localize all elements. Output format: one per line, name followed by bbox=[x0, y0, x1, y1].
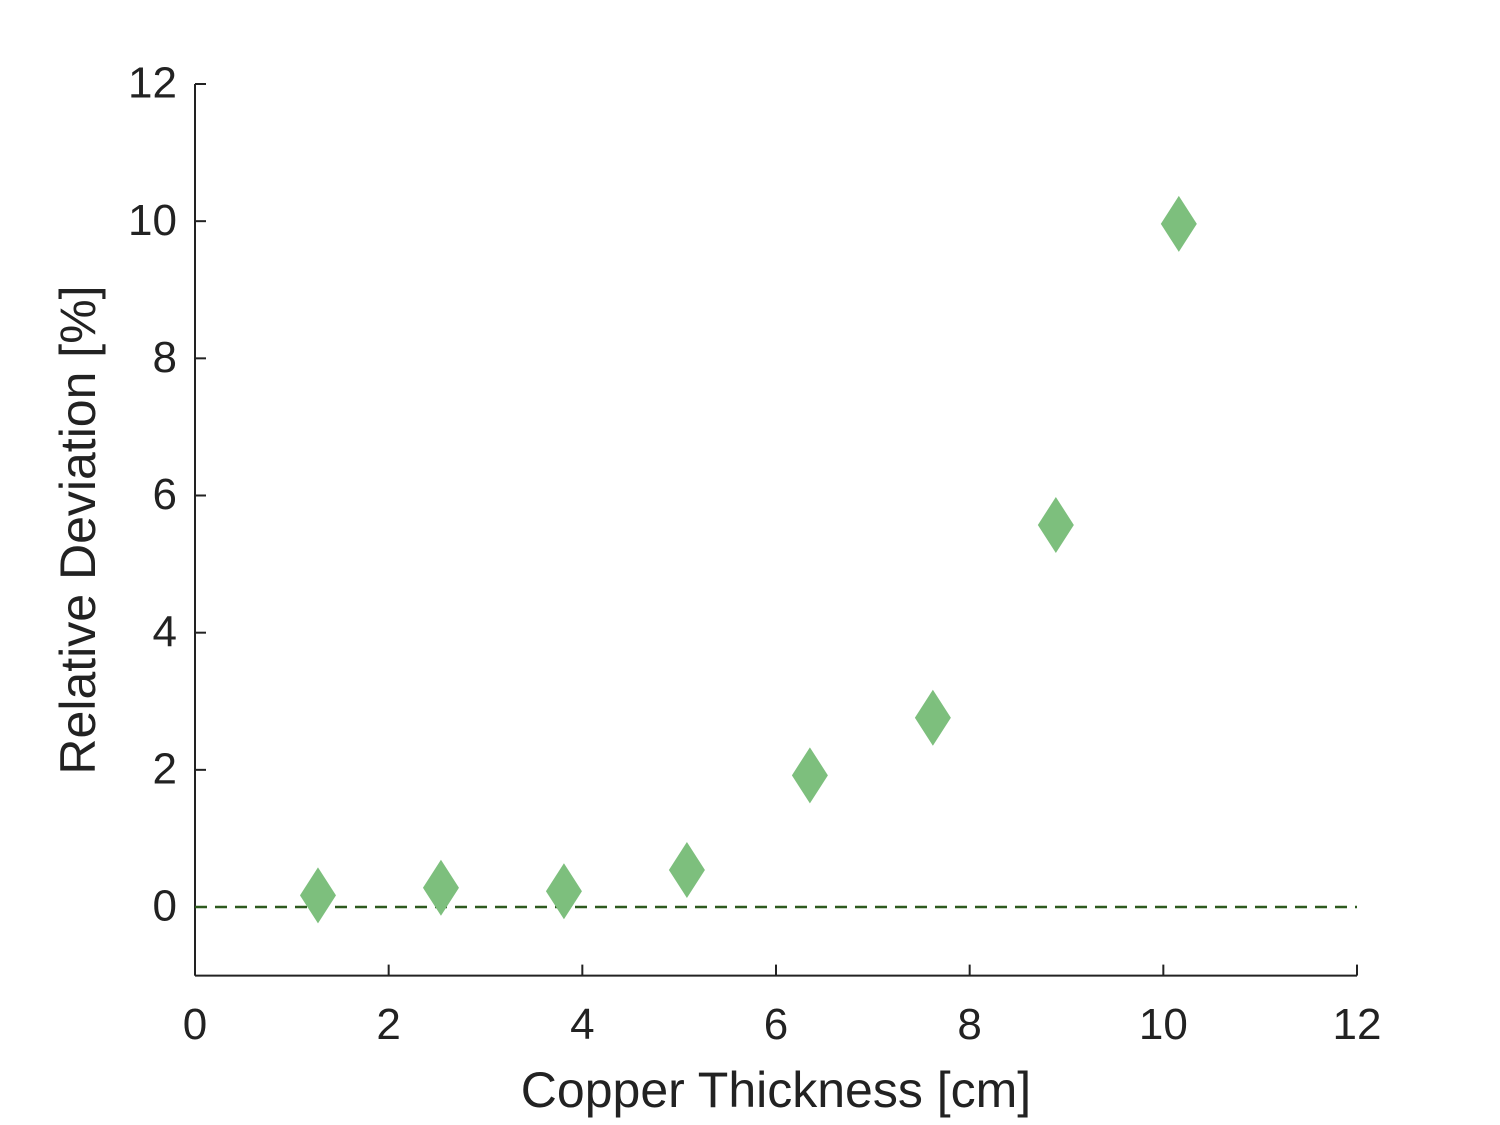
y-tick-label: 6 bbox=[153, 470, 177, 519]
x-tick-label: 10 bbox=[1139, 1000, 1188, 1049]
scatter-point bbox=[299, 867, 336, 924]
x-tick-label: 8 bbox=[957, 1000, 981, 1049]
scatter-point bbox=[1160, 195, 1197, 252]
x-tick-label: 12 bbox=[1333, 1000, 1382, 1049]
y-axis-label: Relative Deviation [%] bbox=[50, 285, 106, 774]
y-tick-label: 10 bbox=[128, 196, 177, 245]
x-tick-label: 2 bbox=[376, 1000, 400, 1049]
y-tick-label: 4 bbox=[153, 607, 177, 656]
x-tick-label: 0 bbox=[183, 1000, 207, 1049]
y-tick-label: 12 bbox=[128, 59, 177, 108]
y-tick-label: 8 bbox=[153, 333, 177, 382]
scatter-point bbox=[791, 747, 828, 804]
scatter-point bbox=[668, 841, 705, 898]
x-tick-label: 6 bbox=[764, 1000, 788, 1049]
scatter-point bbox=[422, 859, 459, 916]
scatter-point bbox=[1037, 496, 1074, 553]
y-tick-label: 0 bbox=[153, 882, 177, 931]
y-tick-label: 2 bbox=[153, 744, 177, 793]
x-tick-label: 4 bbox=[570, 1000, 594, 1049]
x-axis-label: Copper Thickness [cm] bbox=[521, 1062, 1031, 1118]
scatter-point bbox=[914, 689, 951, 746]
scatter-point bbox=[545, 863, 582, 920]
